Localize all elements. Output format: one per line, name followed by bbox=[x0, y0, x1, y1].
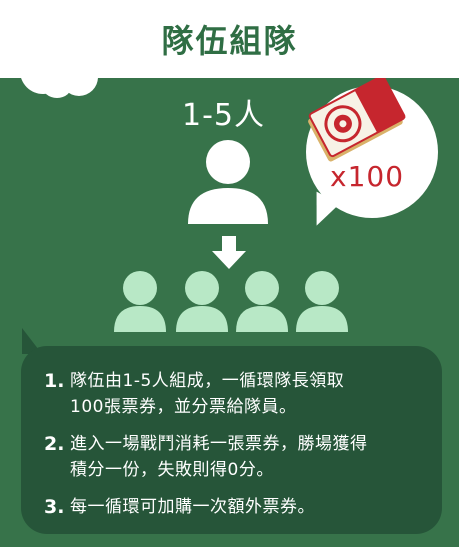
member-person-icon bbox=[296, 271, 348, 332]
decor-blob bbox=[42, 78, 72, 98]
team-panel: 1-5人 x100 bbox=[0, 78, 459, 547]
member-person-icon bbox=[114, 271, 166, 332]
team-size-label: 1-5人 bbox=[182, 98, 265, 133]
rules-box bbox=[21, 346, 442, 534]
rule-line: 進入一場戰鬥消耗一張票券，勝場獲得 bbox=[70, 434, 368, 454]
page-title: 隊伍組隊 bbox=[161, 22, 298, 60]
header: 隊伍組隊 bbox=[0, 0, 459, 78]
rule-line: 每一循環可加購一次額外票券。 bbox=[70, 497, 315, 517]
rule-number: 1. bbox=[44, 370, 65, 392]
arrow-down-icon bbox=[212, 236, 246, 269]
rule-line: 100張票券，並分票給隊員。 bbox=[70, 397, 297, 417]
rule-text: 進入一場戰鬥消耗一張票券，勝場獲得 積分一份，失敗則得0分。 bbox=[70, 431, 368, 483]
member-person-icon bbox=[176, 271, 228, 332]
rule-item-1: 1. 隊伍由1-5人組成，一循環隊長領取 100張票券，並分票給隊員。 bbox=[44, 368, 434, 420]
leader-person-icon bbox=[188, 140, 268, 224]
rule-text: 隊伍由1-5人組成，一循環隊長領取 100張票券，並分票給隊員。 bbox=[70, 368, 344, 420]
rule-line: 積分一份，失敗則得0分。 bbox=[70, 460, 274, 480]
rule-line: 隊伍由1-5人組成，一循環隊長領取 bbox=[70, 371, 345, 391]
ticket-multiplier: x100 bbox=[330, 160, 405, 193]
rules-list: 1. 隊伍由1-5人組成，一循環隊長領取 100張票券，並分票給隊員。 2. 進… bbox=[44, 368, 434, 531]
member-person-icon bbox=[236, 271, 288, 332]
rule-item-2: 2. 進入一場戰鬥消耗一張票券，勝場獲得 積分一份，失敗則得0分。 bbox=[44, 431, 434, 483]
rule-item-3: 3. 每一循環可加購一次額外票券。 bbox=[44, 494, 434, 520]
ticket-icon bbox=[308, 78, 406, 162]
rule-text: 每一循環可加購一次額外票券。 bbox=[70, 494, 315, 520]
rule-number: 3. bbox=[44, 496, 65, 518]
rule-number: 2. bbox=[44, 433, 65, 455]
